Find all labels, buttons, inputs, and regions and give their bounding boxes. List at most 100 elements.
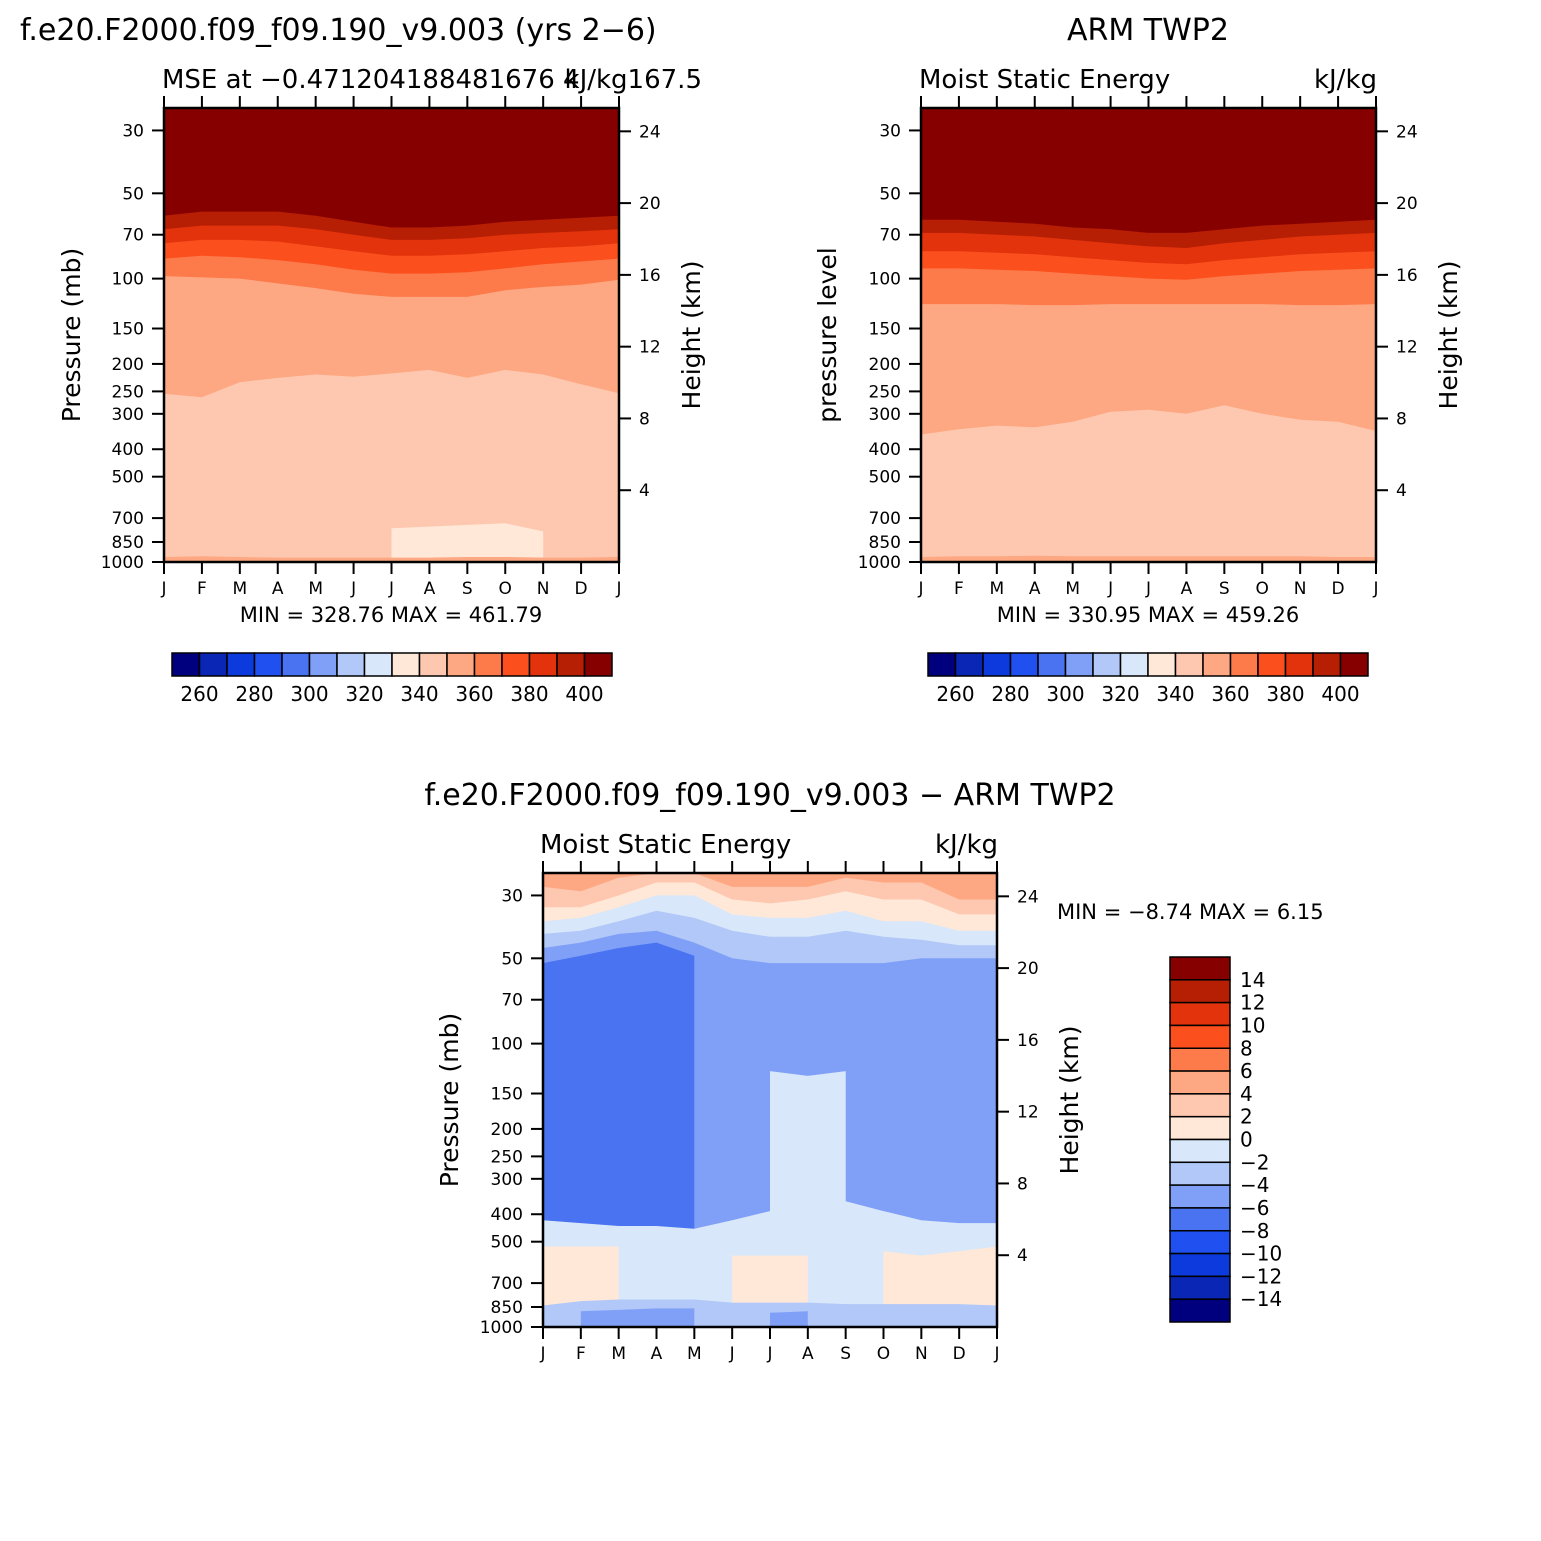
x-tick-label: M xyxy=(687,1344,702,1364)
colorbar-swatch xyxy=(281,652,311,677)
panel-obs-colorbar: 260 280 300 320 340 360 380 400 xyxy=(927,652,1369,706)
colorbar-swatch xyxy=(1202,652,1232,677)
y-tick-label: 30 xyxy=(501,886,523,906)
y-tick-label: 200 xyxy=(869,355,901,375)
colorbar-swatch xyxy=(473,652,503,677)
x-tick-label: J xyxy=(388,579,394,599)
x-tick-label: J xyxy=(729,1344,735,1364)
y-tick-label: 70 xyxy=(879,226,901,246)
y-tick-label: 200 xyxy=(491,1120,523,1140)
y-tick-label: 150 xyxy=(491,1085,523,1105)
colorbar-label: 340 xyxy=(400,682,438,706)
colorbar-label: 6 xyxy=(1240,1059,1253,1083)
colorbar-label: −6 xyxy=(1240,1196,1269,1220)
x-tick-label: O xyxy=(1256,579,1269,599)
colorbar-swatch xyxy=(1037,652,1067,677)
colorbar-label: 300 xyxy=(1046,682,1084,706)
x-tick-label: M xyxy=(1065,579,1080,599)
y-tick-label: 850 xyxy=(869,533,901,553)
x-tick-label: D xyxy=(575,579,588,599)
y-tick-label: 50 xyxy=(879,184,901,204)
y-tick-label: 1000 xyxy=(480,1318,523,1338)
colorbar-label: 2 xyxy=(1240,1105,1253,1129)
y-tick-right-label: 24 xyxy=(1017,887,1039,907)
y-tick-right-label: 20 xyxy=(639,194,661,214)
panel-model-minmax: MIN = 328.76 MAX = 461.79 xyxy=(240,603,542,627)
y-tick-label: 30 xyxy=(879,121,901,141)
x-tick-label: J xyxy=(917,579,923,599)
contour-band xyxy=(580,1308,695,1327)
panel-obs-subtitle-right: kJ/kg xyxy=(1314,65,1377,95)
y-tick-right-label: 4 xyxy=(1396,481,1407,501)
colorbar-swatch xyxy=(1169,956,1231,981)
y-tick-label: 500 xyxy=(869,468,901,488)
colorbar-swatch xyxy=(1009,652,1039,677)
colorbar-swatch xyxy=(1339,652,1369,677)
colorbar-swatch xyxy=(171,652,201,677)
contour-band xyxy=(164,556,619,562)
y-tick-right-label: 20 xyxy=(1396,194,1418,214)
panel-obs-ylabel-right: Height (km) xyxy=(1434,261,1463,410)
panel-obs-minmax: MIN = 330.95 MAX = 459.26 xyxy=(997,603,1299,627)
x-tick-label: M xyxy=(989,579,1004,599)
y-tick-label: 400 xyxy=(112,440,144,460)
x-tick-label: J xyxy=(766,1344,772,1364)
colorbar-swatch xyxy=(336,652,366,677)
colorbar-swatch xyxy=(982,652,1012,677)
panel-model-subtitle-right: kJ/kg167.5 xyxy=(565,65,702,95)
colorbar-swatch xyxy=(1064,652,1094,677)
y-tick-label: 250 xyxy=(869,382,901,402)
colorbar-swatch xyxy=(1169,1252,1231,1278)
x-tick-label: J xyxy=(993,1344,999,1364)
y-tick-label: 700 xyxy=(491,1274,523,1294)
colorbar-swatch xyxy=(1169,1298,1231,1323)
y-tick-right-label: 4 xyxy=(1017,1246,1028,1266)
contour-band xyxy=(921,555,1376,562)
x-tick-label: D xyxy=(953,1344,966,1364)
panel-model-subtitle-left: MSE at −0.471204188481676 4 xyxy=(162,65,580,95)
panel-diff-subtitle-right: kJ/kg xyxy=(935,830,998,860)
colorbar-swatch xyxy=(1169,1024,1231,1049)
colorbar-label: 14 xyxy=(1240,968,1265,992)
colorbar-swatch xyxy=(1092,652,1122,677)
colorbar-swatch xyxy=(226,652,256,677)
x-tick-label: A xyxy=(1181,579,1193,599)
x-tick-label: N xyxy=(537,579,550,599)
y-tick-right-label: 12 xyxy=(1017,1103,1039,1123)
y-tick-right-label: 12 xyxy=(1396,338,1418,358)
colorbar-swatch xyxy=(1147,652,1177,677)
colorbar-label: 8 xyxy=(1240,1036,1253,1060)
colorbar-swatch xyxy=(1169,1115,1231,1141)
x-tick-label: J xyxy=(615,579,621,599)
panel-obs-y-ticks-right: 24 20 16 12 8 4 xyxy=(1376,122,1418,501)
colorbar-swatch xyxy=(198,652,228,677)
panel-diff: f.e20.F2000.f09_f09.190_v9.003 − ARM TWP… xyxy=(424,778,1323,1364)
colorbar-label: 320 xyxy=(345,682,383,706)
colorbar-swatch xyxy=(1169,1161,1231,1186)
colorbar-label: 320 xyxy=(1101,682,1139,706)
y-tick-right-label: 16 xyxy=(1017,1031,1039,1051)
y-tick-label: 400 xyxy=(491,1205,523,1225)
colorbar-swatch xyxy=(1169,1230,1231,1255)
y-tick-right-label: 8 xyxy=(1017,1174,1028,1194)
x-tick-label: F xyxy=(197,579,207,599)
y-tick-label: 150 xyxy=(112,320,144,340)
colorbar-swatch xyxy=(308,652,338,677)
panel-diff-subtitle-left: Moist Static Energy xyxy=(540,830,791,860)
colorbar-label: 10 xyxy=(1240,1013,1265,1037)
colorbar-swatch xyxy=(954,652,984,677)
y-tick-label: 500 xyxy=(112,468,144,488)
colorbar-label: 4 xyxy=(1240,1082,1253,1106)
y-tick-label: 70 xyxy=(501,991,523,1011)
x-tick-label: D xyxy=(1332,579,1345,599)
colorbar-swatch xyxy=(1169,1275,1231,1300)
y-tick-label: 700 xyxy=(112,509,144,529)
colorbar-label: 400 xyxy=(1321,682,1359,706)
x-tick-label: M xyxy=(232,579,247,599)
colorbar-label: −14 xyxy=(1240,1287,1282,1311)
y-tick-label: 1000 xyxy=(858,553,901,573)
